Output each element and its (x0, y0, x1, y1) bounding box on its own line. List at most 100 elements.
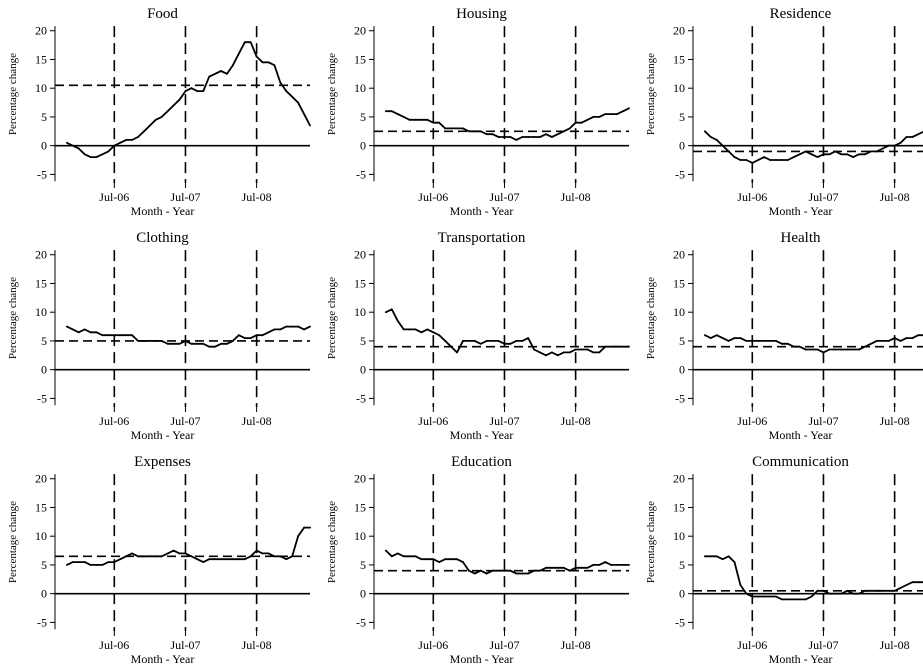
data-point (226, 342, 228, 345)
data-point (65, 141, 68, 144)
data-point (757, 595, 760, 598)
x-tick-label: Jul-07 (808, 190, 838, 204)
chart-panel-residence: Residence -5 0 5 10 15 20 Percentage change Jul-… (645, 6, 923, 218)
data-point (390, 110, 393, 113)
data-point (727, 555, 730, 558)
data-point (154, 340, 157, 342)
data-point (491, 133, 494, 136)
chart-title: Health (781, 230, 821, 246)
y-tick-label: 5 (679, 334, 685, 348)
data-point (911, 337, 914, 339)
y-tick-label: -5 (37, 391, 47, 405)
x-tick-label: Jul-08 (880, 414, 910, 428)
data-point (402, 555, 405, 558)
data-point (852, 156, 855, 159)
chart-panel-clothing: Clothing -5 0 5 10 15 20 Percentage change Jul-0… (7, 230, 311, 442)
y-tick-label: 15 (35, 500, 47, 514)
data-point (178, 552, 181, 555)
y-axis-label: Percentage change (645, 277, 657, 359)
x-tick-label: Jul-07 (489, 638, 519, 652)
y-tick-label: 10 (35, 305, 47, 319)
data-point (503, 136, 506, 138)
data-point (273, 64, 276, 67)
data-point (220, 558, 222, 561)
data-point (202, 561, 205, 563)
data-point (846, 589, 849, 592)
data-point (870, 589, 872, 592)
x-tick-label: Jul-08 (561, 638, 591, 652)
data-point (881, 589, 884, 592)
y-tick-label: 15 (35, 276, 47, 290)
data-point (125, 334, 128, 337)
data-point (509, 136, 512, 138)
data-point (745, 159, 748, 161)
data-point (160, 340, 163, 342)
x-axis-label: Month - Year (131, 652, 195, 666)
data-point (622, 345, 624, 348)
data-point (622, 564, 624, 566)
data-point (875, 589, 878, 592)
data-point (703, 334, 706, 337)
data-point (479, 342, 482, 345)
data-point (491, 340, 494, 342)
data-point (792, 345, 795, 348)
data-point (858, 592, 860, 595)
data-point (291, 325, 294, 328)
data-point (539, 569, 541, 572)
data-point (184, 90, 187, 92)
data-point (556, 354, 559, 357)
data-point (562, 566, 565, 569)
data-point (858, 348, 860, 351)
data-point (190, 342, 193, 345)
data-point (834, 592, 837, 595)
data-point (426, 328, 429, 331)
x-axis-label: Month - Year (769, 428, 833, 442)
data-point (852, 592, 855, 595)
y-tick-label: 10 (354, 305, 366, 319)
y-tick-label: -5 (675, 167, 685, 181)
x-axis-label: Month - Year (131, 204, 195, 218)
data-point (497, 136, 500, 138)
data-point (285, 558, 288, 561)
y-tick-label: 20 (35, 472, 47, 486)
data-point (580, 348, 583, 351)
x-tick-label: Jul-07 (170, 190, 200, 204)
data-point (786, 342, 789, 345)
data-point (545, 133, 547, 136)
data-point (432, 121, 435, 124)
y-tick-label: -5 (37, 167, 47, 181)
data-point (261, 552, 264, 555)
data-point (485, 340, 488, 342)
data-point (798, 598, 801, 601)
data-point (444, 340, 447, 342)
data-point (77, 561, 80, 563)
data-point (798, 153, 801, 156)
x-tick-label: Jul-08 (242, 190, 272, 204)
x-tick-label: Jul-06 (737, 414, 767, 428)
data-point (261, 61, 264, 64)
data-point (237, 334, 240, 337)
data-point (178, 342, 181, 345)
data-point (580, 121, 583, 124)
chart-panel-food: Food -5 0 5 10 15 20 Percentage change Jul-06 Jul… (7, 6, 311, 218)
data-point (763, 156, 766, 159)
data-point (905, 584, 908, 586)
data-point (184, 340, 187, 342)
data-point (214, 558, 217, 561)
series-line (704, 555, 923, 601)
data-point (166, 552, 169, 555)
data-point (202, 90, 205, 92)
data-point (232, 64, 234, 67)
series-line (385, 308, 629, 357)
data-point (739, 337, 742, 339)
data-point (243, 41, 246, 44)
x-tick-label: Jul-07 (489, 190, 519, 204)
data-point (539, 136, 541, 138)
data-point (279, 328, 282, 331)
data-point (462, 127, 464, 130)
data-point (592, 351, 595, 354)
y-tick-label: 10 (354, 81, 366, 95)
data-point (598, 564, 601, 566)
x-tick-label: Jul-07 (489, 414, 519, 428)
